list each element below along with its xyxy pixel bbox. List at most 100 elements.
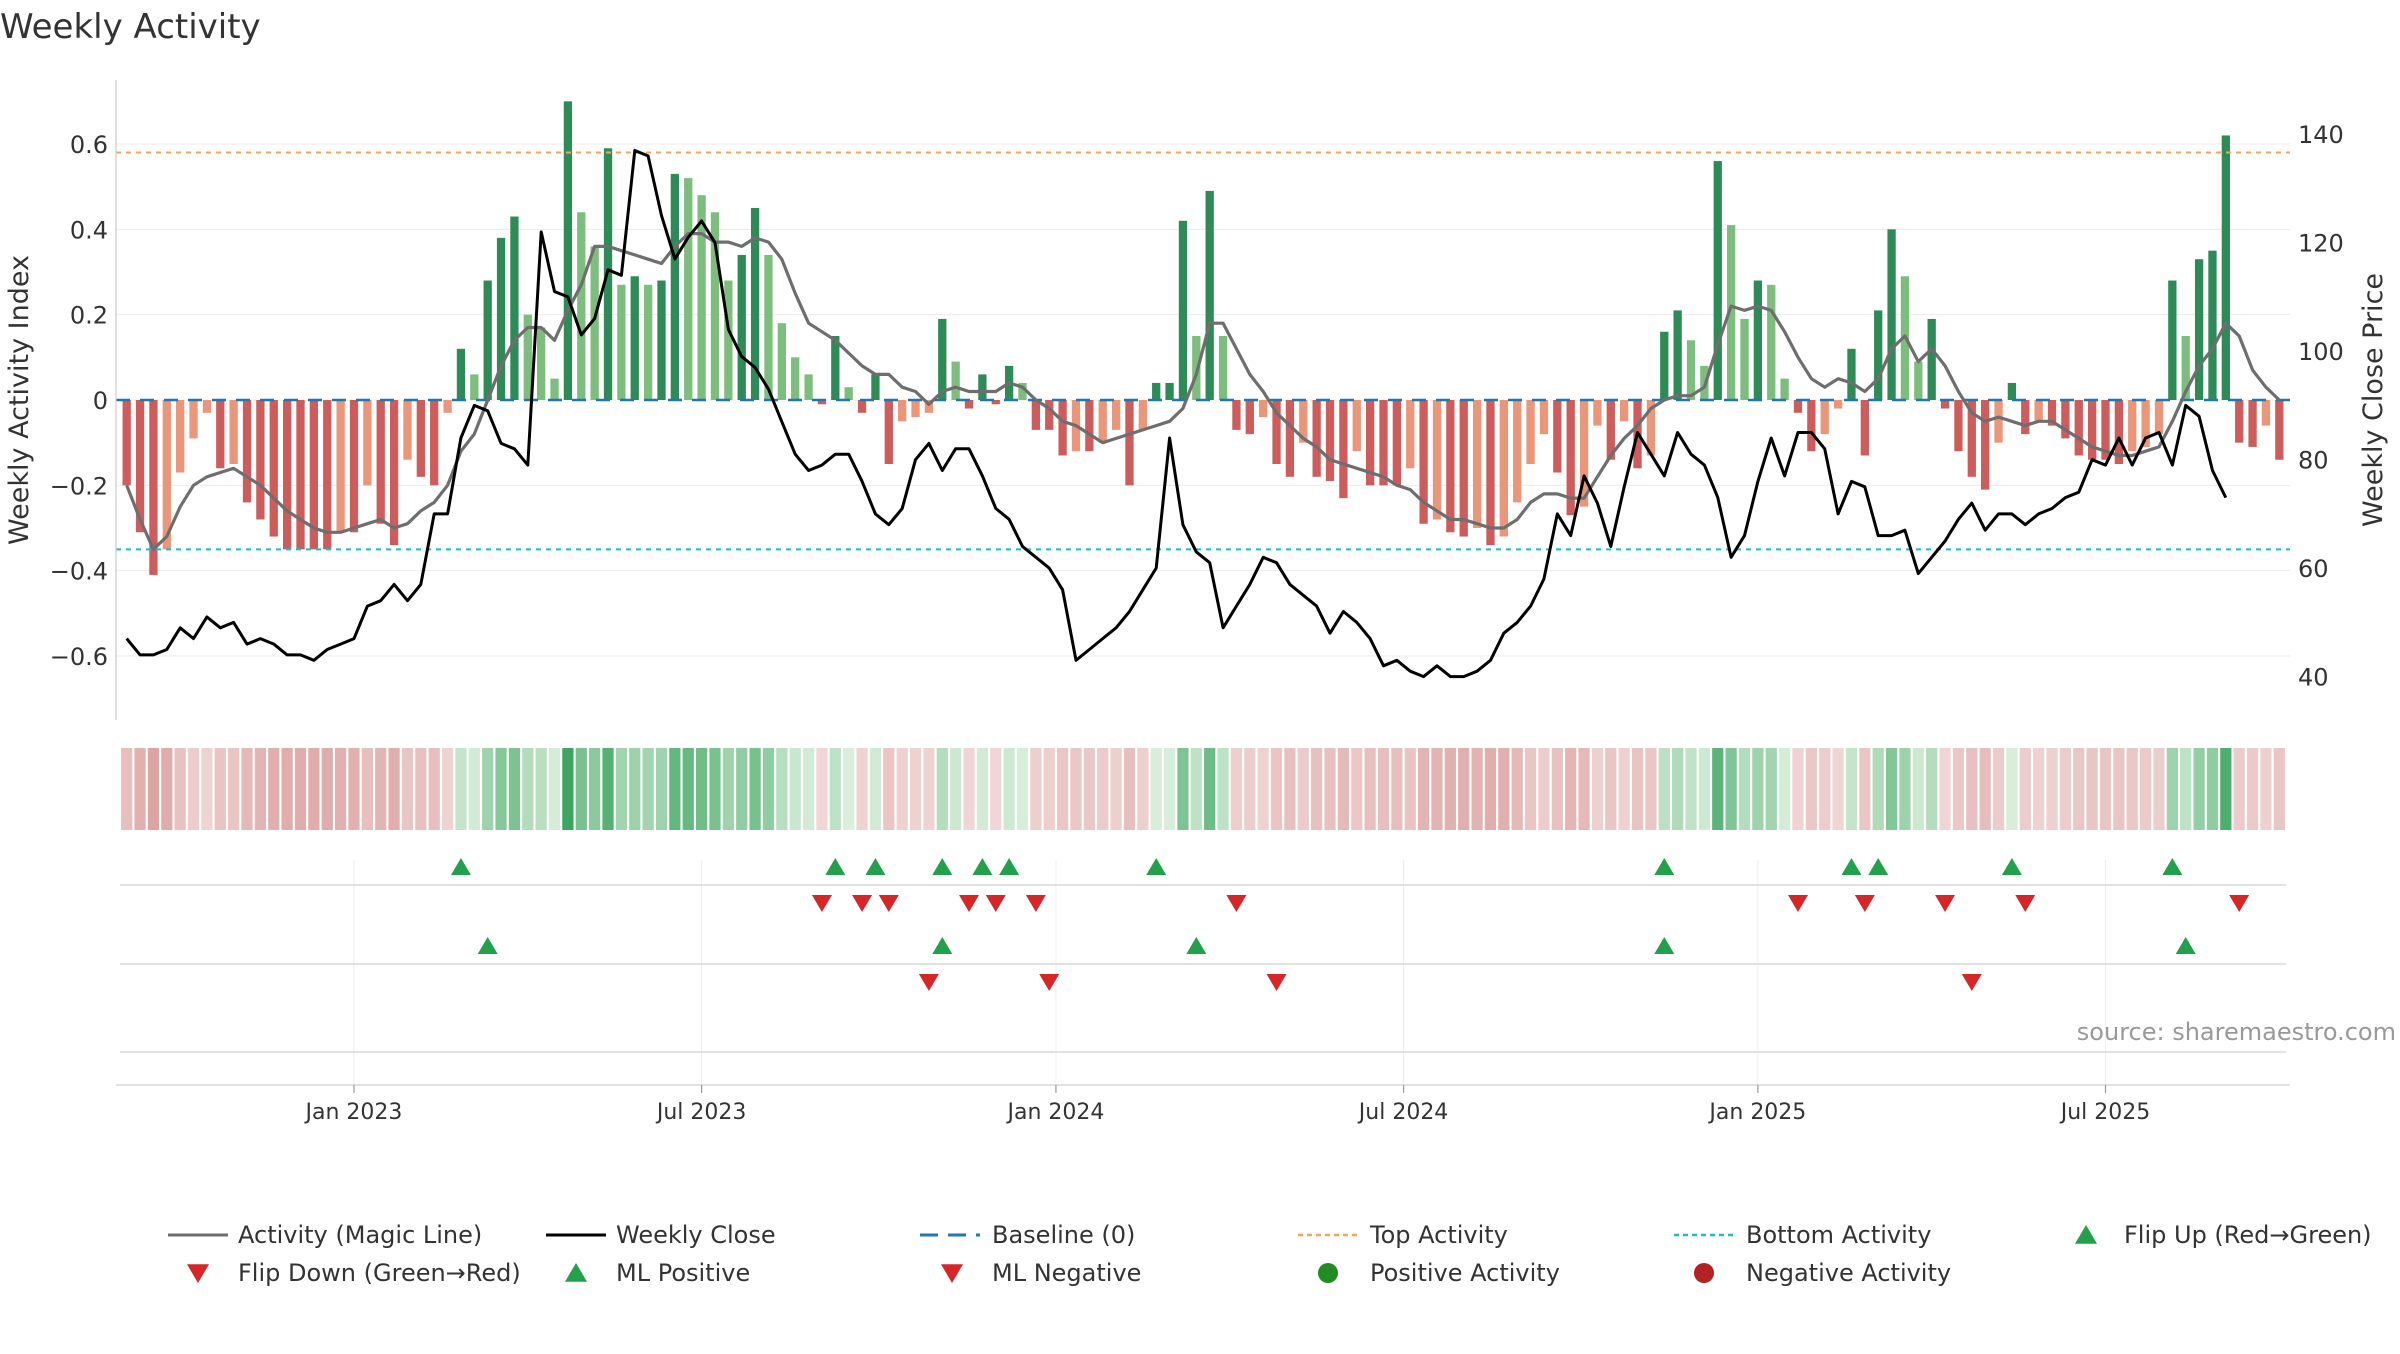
flip-up-marker: [2001, 858, 2022, 875]
activity-bar: [1981, 400, 1990, 490]
activity-bar: [1392, 400, 1402, 486]
ml-negative-marker: [1961, 974, 1982, 991]
heat-cell: [615, 748, 628, 830]
legend-label-flip-up: Flip Up (Red→Green): [2124, 1221, 2372, 1249]
heat-cell: [1190, 748, 1202, 830]
activity-bar: [162, 400, 171, 550]
activity-bar: [951, 361, 960, 400]
heat-cell: [348, 748, 360, 830]
activity-bar: [577, 212, 586, 400]
heat-cell: [1498, 748, 1510, 830]
heat-cell: [843, 748, 855, 830]
activity-bar: [670, 173, 680, 400]
heat-cell: [1297, 748, 1309, 830]
heat-cell: [1458, 748, 1470, 830]
y-tick-label: 0.4: [70, 216, 108, 244]
activity-bar: [1833, 400, 1843, 409]
activity-bar: [1860, 400, 1869, 456]
heat-cell: [1056, 748, 1069, 830]
activity-bar: [2141, 400, 2150, 447]
activity-bar: [456, 348, 466, 400]
activity-bar: [1446, 400, 1455, 533]
activity-bar: [1686, 340, 1696, 400]
activity-bar: [1259, 400, 1268, 418]
heat-cell: [268, 748, 280, 830]
heat-cell: [308, 748, 320, 830]
activity-bar: [2275, 400, 2284, 460]
activity-bar: [1365, 400, 1375, 486]
heat-cell: [575, 748, 587, 830]
y2-tick-label: 60: [2298, 555, 2329, 583]
heat-cell: [334, 748, 347, 830]
activity-bar: [1940, 400, 1950, 409]
heat-cell: [241, 748, 253, 830]
heat-cell: [709, 748, 721, 830]
activity-bar: [831, 336, 840, 400]
legend-swatch-flip-down: [187, 1264, 209, 1283]
heat-cell: [1966, 748, 1978, 830]
activity-bar: [657, 280, 666, 400]
heat-cell: [2019, 748, 2031, 830]
ml-positive-marker: [1654, 937, 1675, 954]
activity-bar: [2248, 400, 2257, 447]
heat-cell: [1926, 748, 1938, 830]
heat-cell: [1083, 748, 1095, 830]
heat-cell: [1752, 748, 1764, 830]
heat-cell: [816, 748, 828, 830]
heat-cell: [1150, 748, 1162, 830]
heat-cell: [909, 748, 922, 830]
heat-cell: [2046, 748, 2058, 830]
heat-cell: [1698, 748, 1711, 830]
heat-cell: [1658, 748, 1670, 830]
heat-cell: [2126, 748, 2138, 830]
legend-swatch-negative-activity: [1694, 1263, 1714, 1283]
flip-up-marker: [450, 858, 471, 875]
heat-cell: [1511, 748, 1523, 830]
flip-down-marker: [1226, 895, 1247, 912]
heat-cell: [2180, 748, 2192, 830]
y-tick-label: 0.6: [70, 131, 108, 159]
heat-cell: [161, 748, 173, 830]
heat-cell: [1377, 748, 1390, 830]
activity-bar: [376, 400, 385, 524]
activity-bar: [1740, 318, 1749, 400]
y2-axis-label: Weekly Close Price: [2358, 273, 2389, 527]
activity-bar: [1927, 318, 1936, 400]
activity-bar: [336, 400, 345, 533]
y2-tick-label: 140: [2298, 121, 2344, 149]
activity-bar: [269, 400, 278, 537]
activity-bar: [1232, 400, 1241, 430]
heat-cell: [2139, 748, 2152, 830]
heat-cell: [1618, 748, 1630, 830]
activity-bar: [523, 314, 532, 400]
heat-cell: [1939, 748, 1951, 830]
heat-cell: [1685, 748, 1697, 830]
x-tick-label: Jan 2025: [1707, 1100, 1806, 1125]
activity-bar: [964, 400, 974, 409]
heat-cell: [1725, 748, 1737, 830]
flip-up-marker: [1654, 858, 1675, 875]
activity-bar: [2101, 400, 2110, 460]
flip-down-marker: [878, 895, 899, 912]
activity-bar: [176, 400, 185, 473]
flip-up-marker: [932, 858, 953, 875]
legend-swatch-ml-positive: [565, 1263, 587, 1282]
activity-bar: [938, 318, 947, 400]
heat-cell: [415, 748, 427, 830]
heat-cell: [1912, 748, 1924, 830]
activity-bar: [309, 400, 319, 550]
x-tick-label: Jan 2023: [304, 1100, 403, 1125]
x-tick-label: Jul 2023: [655, 1100, 747, 1125]
legend-label-negative-activity: Negative Activity: [1746, 1259, 1951, 1287]
heat-cell: [1738, 748, 1751, 830]
heat-cell: [401, 748, 414, 830]
heat-cell: [936, 748, 948, 830]
activity-bar: [1472, 400, 1482, 528]
activity-bar: [2007, 382, 2017, 400]
heat-cell: [1992, 748, 2005, 830]
activity-bar: [189, 400, 198, 439]
heat-cell: [1257, 748, 1269, 830]
heat-cell: [1391, 748, 1403, 830]
activity-bar: [684, 178, 693, 400]
